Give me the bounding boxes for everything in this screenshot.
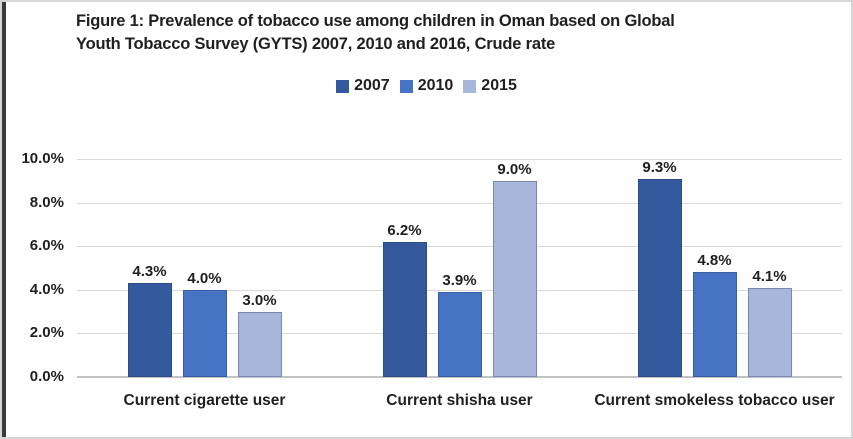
bar-groups: 4.3% 4.0% 3.0% 6.2% 3.9% 9.0% 9.3% 4.8% 4.1%	[77, 159, 842, 377]
gridline	[77, 159, 842, 160]
legend-item-2010: 2010	[399, 77, 454, 95]
y-tick-label: 4.0%	[29, 280, 64, 298]
left-edge-strip	[2, 2, 6, 437]
y-tick-label: 2.0%	[29, 324, 64, 342]
chart-plot-area: 4.3% 4.0% 3.0% 6.2% 3.9% 9.0% 9.3% 4.8% 4.1%	[77, 159, 842, 378]
bar-2015	[747, 287, 792, 377]
bar-2007	[637, 179, 682, 377]
bar-value-label: 3.9%	[442, 271, 477, 289]
y-tick-label: 10.0%	[21, 150, 64, 167]
bar-slot: 3.0%	[237, 159, 282, 377]
bar-group: 4.3% 4.0% 3.0%	[77, 159, 332, 377]
y-axis: 10.0% 8.0% 6.0% 4.0% 2.0% 0.0%	[2, 150, 64, 385]
chart-title-line-2: Youth Tobacco Survey (GYTS) 2007, 2010 a…	[76, 35, 556, 53]
legend-swatch-icon	[399, 79, 413, 93]
chart-title: Figure 1: Prevalence of tobacco use amon…	[76, 10, 816, 56]
bar-slot: 3.9%	[437, 159, 482, 377]
legend-item-2015: 2015	[463, 77, 517, 95]
legend-swatch-icon	[336, 79, 350, 93]
category-label: Current cigarette user	[123, 392, 286, 409]
gridline	[77, 289, 842, 291]
bar-2015	[237, 311, 282, 377]
y-tick-label: 8.0%	[29, 193, 64, 211]
bar-slot: 4.0%	[182, 159, 227, 377]
legend-label: 2010	[417, 77, 454, 94]
bar-2010	[437, 291, 482, 377]
x-axis-labels: Current cigarette user Current shisha use…	[77, 392, 842, 410]
bar-slot: 6.2%	[382, 159, 427, 377]
bar-value-label: 4.0%	[187, 269, 222, 287]
legend-label: 2015	[481, 77, 517, 94]
bar-value-label: 3.0%	[242, 291, 277, 309]
bar-slot: 4.8%	[692, 159, 737, 377]
bar-slot: 9.0%	[492, 159, 537, 377]
gridline	[77, 246, 842, 248]
legend-label: 2007	[354, 77, 390, 94]
legend-swatch-icon	[463, 79, 477, 93]
category-label: Current shisha user	[386, 392, 533, 409]
chart-legend: 2007 2010 2015	[2, 77, 851, 95]
category-label: Current smokeless tobacco user	[594, 392, 835, 409]
bar-value-label: 4.8%	[697, 252, 732, 270]
bar-value-label: 9.3%	[642, 159, 677, 176]
gridline	[77, 202, 842, 204]
bar-slot: 4.1%	[747, 159, 792, 377]
y-tick-label: 0.0%	[29, 368, 64, 385]
bar-group: 6.2% 3.9% 9.0%	[332, 159, 587, 377]
bar-2007	[127, 283, 172, 377]
bar-2010	[692, 272, 737, 377]
chart-title-line-1: Figure 1: Prevalence of tobacco use amon…	[76, 12, 675, 30]
bar-group: 9.3% 4.8% 4.1%	[587, 159, 842, 377]
bar-2010	[182, 289, 227, 377]
bar-value-label: 4.3%	[132, 263, 167, 281]
bar-value-label: 6.2%	[387, 221, 422, 239]
bar-value-label: 9.0%	[497, 160, 532, 178]
bar-slot: 4.3%	[127, 159, 172, 377]
bar-2007	[382, 241, 427, 377]
bar-slot: 9.3%	[637, 159, 682, 377]
y-tick-label: 6.0%	[29, 237, 64, 255]
bar-2015	[492, 180, 537, 377]
gridline	[77, 376, 842, 378]
bar-value-label: 4.1%	[752, 267, 787, 285]
legend-item-2007: 2007	[336, 77, 390, 95]
